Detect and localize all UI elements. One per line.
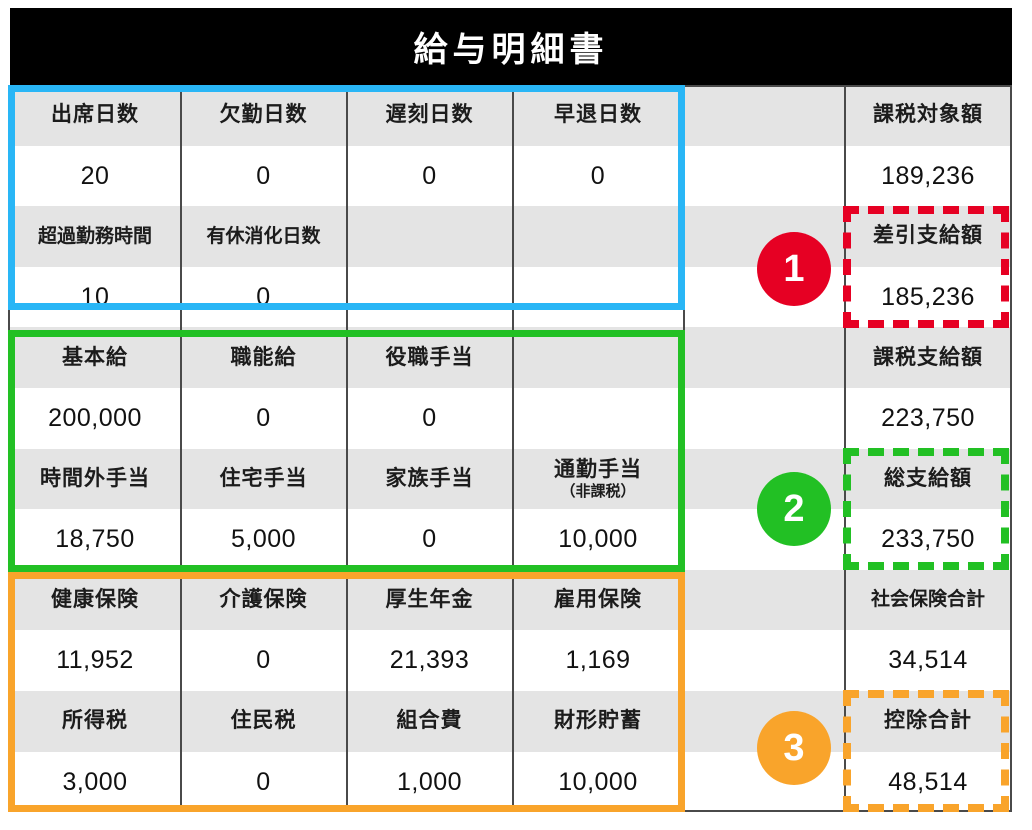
cell-label: 住民税	[230, 709, 297, 733]
column-separator	[346, 85, 348, 812]
cell-value: 11,952	[56, 646, 134, 675]
table-row: 20 0 0 0 189,236	[8, 145, 1012, 207]
cell-value: 0	[422, 525, 437, 554]
cell-label: 時間外手当	[40, 466, 150, 490]
cell-value: 0	[256, 403, 271, 432]
cell-label: 厚生年金	[385, 588, 474, 612]
cell-value	[513, 267, 683, 328]
badge-number: 1	[783, 247, 805, 290]
cell-label: 所得税	[62, 709, 128, 733]
cell-total-value: 189,236	[881, 161, 975, 190]
cell-label: 住宅手当	[219, 466, 308, 490]
table-row: 超過勤務時間 有休消化日数 差引支給額	[8, 206, 1012, 267]
cell-label: 超過勤務時間	[37, 225, 152, 247]
cell-label: 欠勤日数	[219, 103, 308, 127]
cell-label: 役職手当	[385, 345, 474, 369]
cell-label-sub: （非課税）	[560, 482, 636, 500]
cell-value: 1,000	[396, 767, 463, 796]
cell-label	[513, 327, 683, 388]
cell-value: 10	[80, 282, 110, 311]
cell-value: 21,393	[389, 646, 470, 675]
table-row: 3,000 0 1,000 10,000 48,514	[8, 751, 1012, 813]
cell-value	[347, 267, 512, 328]
cell-value: 0	[256, 646, 271, 675]
cell-label: 職能給	[230, 345, 297, 369]
cell-value: 3,000	[62, 767, 128, 796]
badge-3: 3	[757, 711, 831, 785]
cell-value: 1,169	[565, 646, 631, 675]
cell-label: 組合費	[396, 709, 463, 733]
cell-value: 18,750	[55, 525, 135, 554]
cell-label: 有休消化日数	[206, 225, 321, 247]
cell-total-label: 課税支給額	[873, 345, 983, 369]
cell-value: 0	[256, 767, 271, 796]
table-row: 所得税 住民税 組合費 財形貯蓄 控除合計	[8, 691, 1012, 752]
cell-label: 遅刻日数	[385, 103, 474, 127]
cell-value: 0	[590, 161, 606, 190]
badge-2: 2	[757, 472, 831, 546]
cell-label	[347, 206, 512, 267]
cell-total-value: 223,750	[881, 403, 975, 432]
column-separator	[683, 85, 685, 812]
table-row: 11,952 0 21,393 1,169 34,514	[8, 630, 1012, 691]
badge-number: 3	[783, 726, 805, 769]
cell-value: 10,000	[558, 525, 638, 554]
cell-total-label: 社会保険合計	[870, 589, 985, 611]
cell-value: 0	[422, 161, 437, 190]
cell-total-value: 34,514	[888, 646, 968, 675]
table-row: 10 0 185,236	[8, 266, 1012, 328]
table-row: 出席日数 欠勤日数 遅刻日数 早退日数 課税対象額	[8, 85, 1012, 146]
cell-total-value: 233,750	[881, 525, 975, 554]
cell-label: 基本給	[62, 345, 128, 369]
cell-label: 早退日数	[554, 103, 642, 127]
cell-value: 0	[422, 403, 437, 432]
column-separator	[180, 85, 182, 812]
cell-value: 0	[256, 282, 271, 311]
cell-label: 財形貯蓄	[554, 709, 642, 733]
cell-total-label: 課税対象額	[873, 103, 983, 127]
cell-label-main: 通勤手当	[554, 457, 642, 481]
cell-value: 200,000	[48, 403, 142, 432]
column-separator	[512, 85, 514, 812]
cell-label	[513, 206, 683, 267]
cell-total-label: 総支給額	[884, 466, 972, 490]
cell-value: 10,000	[558, 767, 638, 796]
cell-value: 0	[256, 161, 271, 190]
table-row: 18,750 5,000 0 10,000 233,750	[8, 509, 1012, 570]
cell-total-label: 差引支給額	[873, 224, 983, 248]
cell-value: 20	[80, 161, 110, 190]
document-title-bar: 給与明細書	[10, 8, 1012, 85]
cell-total-label: 控除合計	[884, 709, 972, 733]
payslip-table: 出席日数 欠勤日数 遅刻日数 早退日数 課税対象額 20 0 0 0 189,2…	[8, 85, 1012, 813]
column-separator	[844, 85, 846, 812]
table-row: 基本給 職能給 役職手当 課税支給額	[8, 327, 1012, 388]
table-row: 時間外手当 住宅手当 家族手当 通勤手当 （非課税） 総支給額	[8, 448, 1012, 510]
cell-label: 雇用保険	[554, 588, 642, 612]
cell-total-value: 48,514	[888, 767, 968, 796]
cell-value: 5,000	[230, 525, 297, 554]
page-title: 給与明細書	[413, 31, 609, 69]
cell-label: 出席日数	[51, 103, 139, 127]
cell-label-commute: 通勤手当 （非課税）	[513, 449, 683, 510]
cell-label: 家族手当	[385, 466, 474, 490]
table-row: 200,000 0 0 223,750	[8, 388, 1012, 449]
table-row: 健康保険 介護保険 厚生年金 雇用保険 社会保険合計	[8, 569, 1012, 631]
cell-label: 介護保険	[219, 588, 308, 612]
cell-value	[513, 388, 683, 449]
badge-1: 1	[757, 232, 831, 306]
cell-label: 健康保険	[51, 588, 139, 612]
cell-total-value: 185,236	[881, 282, 975, 311]
badge-number: 2	[783, 487, 805, 530]
